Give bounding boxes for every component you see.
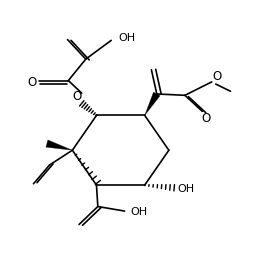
Text: O: O [72,90,81,103]
Text: OH: OH [118,33,135,43]
Text: O: O [212,70,221,83]
Polygon shape [46,140,72,150]
Text: OH: OH [131,207,148,217]
Text: O: O [27,76,36,89]
Text: OH: OH [177,184,195,194]
Text: O: O [201,112,210,125]
Polygon shape [145,92,160,115]
